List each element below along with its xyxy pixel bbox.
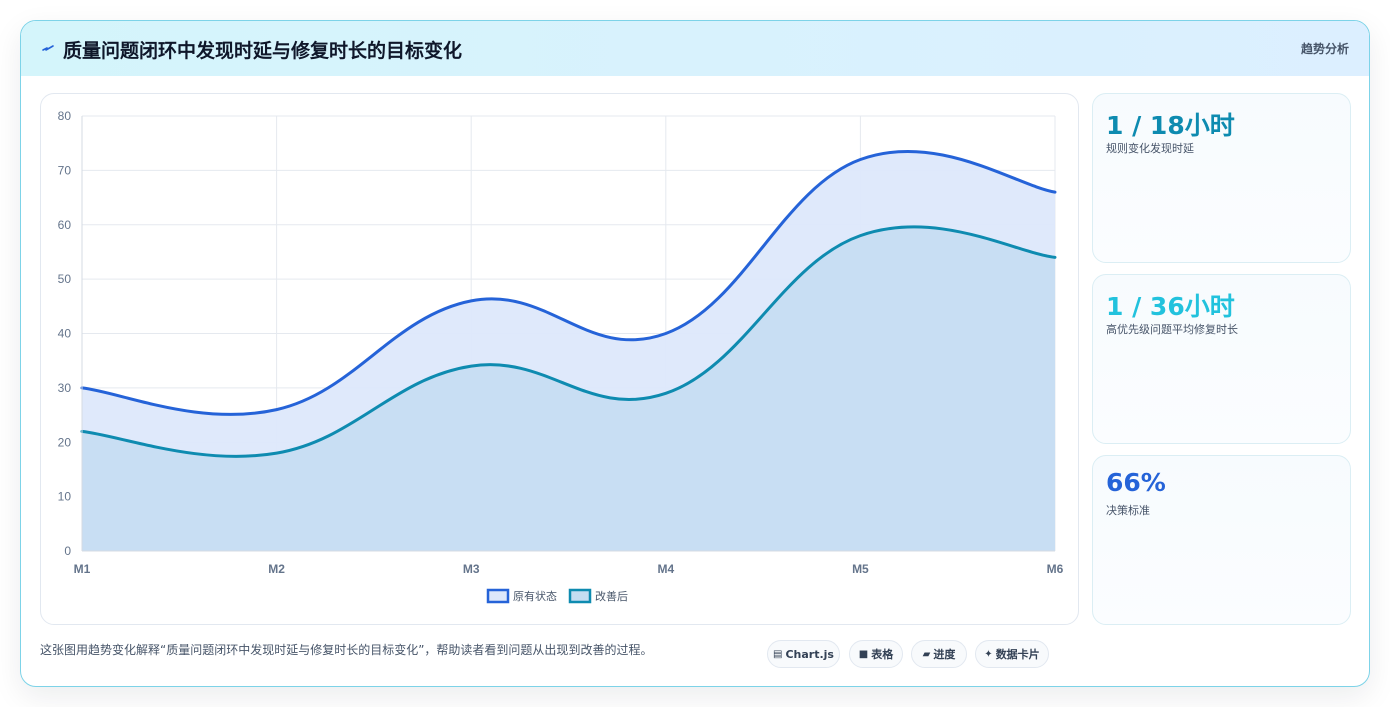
y-tick-label: 50 [58, 272, 72, 286]
page-title: 质量问题闭环中发现时延与修复时长的目标变化 [63, 40, 463, 62]
y-tick-label: 40 [58, 327, 72, 341]
y-tick-label: 20 [58, 435, 72, 449]
y-tick-label: 0 [64, 544, 71, 558]
x-tick-label: M1 [74, 562, 91, 576]
chip-label: 表格 [871, 648, 894, 661]
legend-swatch [568, 588, 592, 604]
legend-label: 改善后 [595, 589, 628, 603]
stat-card-repair: 1 / 36小时 高优先级问题平均修复时长 [1092, 274, 1351, 444]
legend-swatch [486, 588, 510, 604]
stat-label: 规则变化发现时延 [1106, 142, 1194, 155]
series-line [80, 225, 1057, 458]
y-tick-label: 10 [58, 490, 72, 504]
series-line [80, 149, 1057, 416]
chart-icon: ▤ [773, 648, 783, 660]
table-icon: ■ [858, 648, 869, 660]
chart-description: 这张图用趋势变化解释“质量问题闭环中发现时延与修复时长的目标变化”，帮助读者看到… [40, 643, 653, 657]
series-area [82, 226, 1055, 551]
chip-label: 进度 [933, 648, 956, 661]
x-tick-label: M3 [463, 562, 480, 576]
y-tick-label: 60 [58, 218, 72, 232]
x-tick-label: M6 [1047, 562, 1064, 576]
progress-icon: ▰ [922, 648, 931, 660]
chip-label: Chart.js [785, 647, 834, 661]
stat-value: 1 / 18小时 [1106, 111, 1235, 140]
bolt-icon [42, 45, 54, 51]
stat-label: 决策标准 [1106, 504, 1150, 517]
stat-label: 高优先级问题平均修复时长 [1106, 323, 1238, 336]
stat-card-detection: 1 / 18小时 规则变化发现时延 [1092, 93, 1351, 263]
chart-panel: 0 10 20 30 40 50 60 70 80 M1 M2 M3 M4 M5 M6 原有状态 改善后 [40, 93, 1079, 625]
x-tick-label: M2 [268, 562, 285, 576]
y-tick-label: 80 [58, 109, 72, 123]
area-chart: 0 10 20 30 40 50 60 70 80 M1 M2 M3 M4 M5 M6 原有状态 改善后 [58, 109, 1064, 604]
chip-label: 数据卡片 [995, 648, 1040, 661]
header-tag: 趋势分析 [1300, 42, 1349, 56]
stat-card-standard: 66% 决策标准 [1092, 455, 1351, 625]
chip-data-card[interactable]: ✦ 数据卡片 [975, 640, 1049, 668]
stat-value: 66% [1106, 468, 1166, 497]
chip-table[interactable]: ■ 表格 [849, 640, 903, 668]
y-tick-label: 70 [58, 163, 72, 177]
x-tick-label: M4 [657, 562, 674, 576]
sparkle-icon: ✦ [984, 648, 993, 660]
chip-chartjs[interactable]: ▤ Chart.js [767, 640, 840, 668]
y-tick-label: 30 [58, 381, 72, 395]
card-header: 质量问题闭环中发现时延与修复时长的目标变化 趋势分析 [21, 21, 1369, 76]
legend-label: 原有状态 [513, 589, 557, 603]
stat-value: 1 / 36小时 [1106, 292, 1235, 321]
dashboard-card: 质量问题闭环中发现时延与修复时长的目标变化 趋势分析 0 10 20 30 40 50 60… [20, 20, 1370, 687]
chip-progress[interactable]: ▰ 进度 [911, 640, 967, 668]
x-tick-label: M5 [852, 562, 869, 576]
